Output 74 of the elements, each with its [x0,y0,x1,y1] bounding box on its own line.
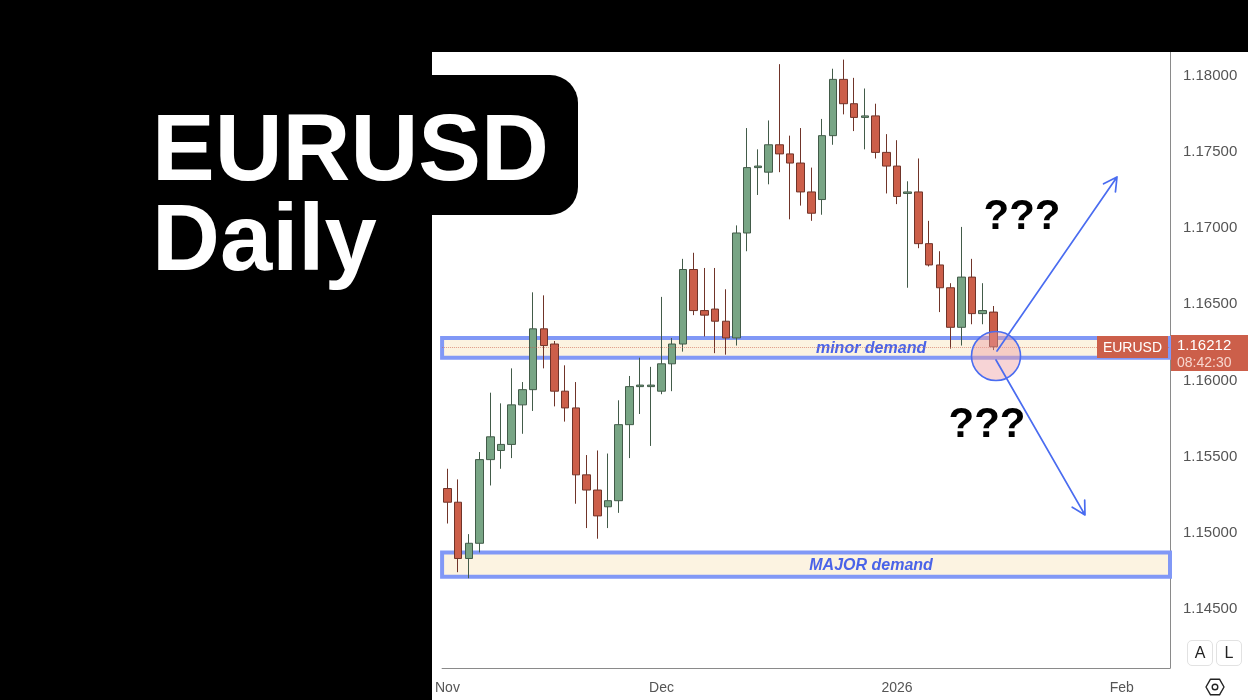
candlestick [668,337,676,392]
candlestick [465,533,473,579]
candlestick [914,157,923,249]
candlestick [711,267,719,354]
candlestick [946,282,955,350]
y-tick-label: 1.14500 [1183,598,1238,616]
candlestick [497,402,505,470]
candlestick [604,453,612,529]
candlestick [647,366,655,447]
candlestick [925,220,933,267]
candlestick [850,77,858,132]
candlestick [861,88,869,150]
annotation: ??? [983,191,1061,238]
candlestick [593,450,602,540]
y-tick-label: 1.17500 [1183,142,1238,160]
candlestick [636,357,644,415]
candlestick [786,135,794,220]
candlestick [829,68,837,146]
y-tick-label: 1.16500 [1183,294,1238,312]
candlestick [871,103,880,159]
candlestick [454,478,462,573]
candlestick [764,119,773,185]
candlestick [743,127,751,252]
candlestick [582,454,591,529]
candlestick [518,381,527,435]
candlestick [807,167,816,222]
candlestick [507,367,516,459]
y-tick-label: 1.17000 [1183,218,1238,236]
candlestick [722,288,730,356]
text: EURUSD Daily [152,95,550,290]
text: 1.16212 [1171,334,1248,354]
band-label: MAJOR demand [809,556,935,574]
candlestick [882,133,891,194]
x-tick-label: Dec [649,679,674,695]
y-tick-label: 1.18000 [1183,66,1238,84]
candlestick [689,252,698,316]
x-tick-label: 2026 [881,679,913,695]
candlestick [657,296,666,395]
button: A [1187,640,1213,666]
candlestick [561,364,569,423]
ref-line-label: EURUSD [1096,335,1168,358]
band-label: minor demand [815,339,928,357]
candlestick [529,291,537,412]
candlestick [475,451,484,553]
text: 08:42:30 [1171,353,1248,371]
candlestick [936,250,944,313]
candlestick [818,118,826,216]
candlestick [968,258,976,325]
candlestick [625,375,634,459]
candlestick [540,294,548,369]
candlestick [572,381,580,505]
y-tick-label: 1.15500 [1183,446,1238,464]
x-tick-label: Feb [1109,679,1135,695]
x-tick-label: Nov [434,679,460,695]
candlestick [754,148,762,196]
candlestick [989,305,998,351]
annotation: ??? [948,399,1026,446]
candlestick [978,282,987,325]
candlestick [550,340,559,407]
candlestick [614,399,623,514]
candlestick [796,127,805,207]
candlestick [893,139,901,205]
candlestick [443,468,452,525]
candlestick [700,267,709,337]
candlestick [839,59,848,115]
y-tick-label: 1.15000 [1183,522,1238,540]
candlestick [679,258,687,353]
candlestick [732,224,741,347]
candlestick [486,392,495,486]
candlestick [957,226,966,347]
y-tick-label: 1.16000 [1183,370,1238,388]
button: L [1216,640,1242,666]
candlestick [775,63,784,173]
candlestick [903,180,912,289]
